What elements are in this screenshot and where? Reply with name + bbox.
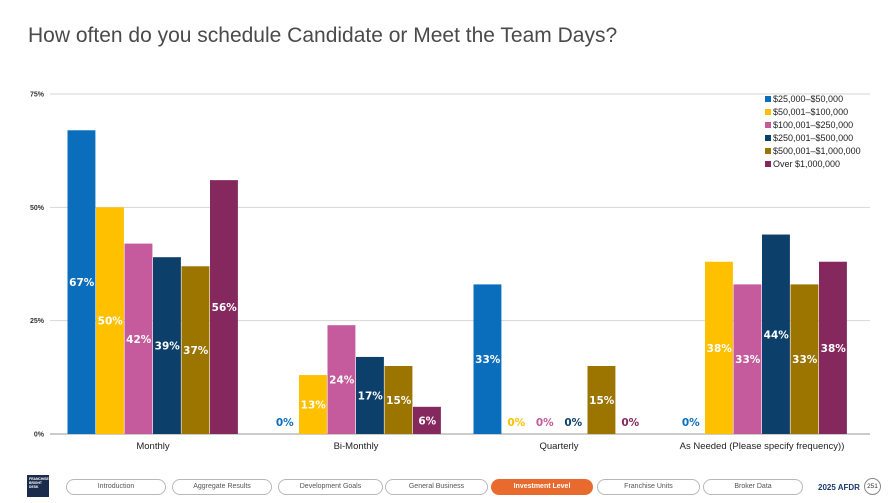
- category-label: Monthly: [136, 441, 170, 452]
- bar: [384, 366, 413, 434]
- bar: [124, 243, 153, 434]
- nav-tab-aggregate-results[interactable]: Aggregate Results: [172, 479, 272, 495]
- data-label: 56%: [212, 302, 238, 314]
- bar: [67, 130, 96, 434]
- data-label: 38%: [707, 343, 733, 355]
- nav-tab-broker-data[interactable]: Broker Data: [703, 479, 803, 495]
- legend-entry: Over $1,000,000: [773, 159, 840, 169]
- bar: [210, 180, 238, 434]
- legend-entry: $250,001–$500,000: [773, 133, 853, 143]
- bar: [819, 261, 847, 434]
- axes: 75% 50% 25% 0% Monthly Bi-Monthly Quarterly As …: [30, 92, 844, 453]
- legend-entry: $25,000–$50,000: [773, 94, 843, 104]
- data-label: 0%: [507, 417, 525, 429]
- legend-swatch: [765, 161, 771, 167]
- data-label: 0%: [682, 417, 700, 429]
- y-tick-label: 25%: [30, 318, 45, 325]
- category-label: Quarterly: [539, 441, 578, 452]
- bar: [473, 284, 502, 434]
- y-tick-label: 75%: [30, 92, 45, 99]
- data-label: 44%: [764, 329, 790, 341]
- data-label: 50%: [98, 316, 124, 328]
- legend: $25,000–$50,000 $50,001–$100,000 $100,001–…: [765, 94, 861, 169]
- data-label: 0%: [536, 417, 554, 429]
- legend-entry: $100,001–$250,000: [773, 120, 853, 130]
- data-label: 38%: [821, 343, 847, 355]
- nav-tab-franchise-units[interactable]: Franchise Units: [597, 479, 700, 495]
- bar: [733, 284, 762, 434]
- data-labels: 67% 0% 33% 0% 50% 13% 0% 38% 42% 24% 0% 33% 39% 17% 0%…: [69, 277, 846, 429]
- report-label: 2025 AFDR: [818, 483, 860, 492]
- nav-tab-development-goals[interactable]: Development Goals: [278, 479, 383, 495]
- legend-swatch: [765, 135, 771, 141]
- data-label: 67%: [69, 277, 95, 289]
- bar: [587, 366, 616, 434]
- bar: [790, 284, 819, 434]
- data-label: 13%: [301, 400, 327, 412]
- bar: [762, 234, 790, 434]
- nav-tab-investment-level[interactable]: Investment Level: [491, 479, 593, 495]
- nav-tab-introduction[interactable]: Introduction: [66, 479, 166, 495]
- brand-logo: FRANCHISE BRIGHT DESK: [27, 475, 49, 497]
- bar: [153, 257, 181, 434]
- data-label: 42%: [126, 334, 152, 346]
- nav-tab-general-business[interactable]: General Business: [385, 479, 488, 495]
- bar: [705, 261, 733, 434]
- bars: [67, 130, 847, 434]
- legend-swatch: [765, 122, 771, 128]
- bar: [413, 406, 441, 434]
- data-label: 0%: [621, 417, 639, 429]
- category-label: Bi-Monthly: [334, 441, 379, 452]
- legend-entry: $500,001–$1,000,000: [773, 146, 861, 156]
- page-number: 251: [864, 478, 881, 495]
- bar: [96, 207, 124, 434]
- data-label: 37%: [183, 345, 209, 357]
- bar: [181, 266, 210, 434]
- category-label: As Needed (Please specify frequency)): [680, 441, 845, 452]
- data-label: 24%: [329, 375, 355, 387]
- y-tick-label: 50%: [30, 205, 45, 212]
- y-tick-label: 0%: [34, 432, 45, 439]
- legend-entry: $50,001–$100,000: [773, 107, 848, 117]
- data-label: 33%: [792, 354, 818, 366]
- bar: [299, 375, 327, 434]
- data-label: 33%: [735, 354, 761, 366]
- data-label: 39%: [155, 341, 181, 353]
- data-label: 0%: [276, 417, 294, 429]
- page-title: How often do you schedule Candidate or M…: [28, 24, 618, 47]
- legend-swatch: [765, 148, 771, 154]
- bar-chart: 67% 0% 33% 0% 50% 13% 0% 38% 42% 24% 0% 33% 39% 17% 0%…: [30, 92, 870, 453]
- data-label: 6%: [418, 415, 436, 427]
- data-label: 17%: [358, 390, 384, 402]
- legend-swatch: [765, 96, 771, 102]
- bar: [356, 356, 384, 434]
- data-label: 0%: [564, 417, 582, 429]
- data-label: 15%: [386, 395, 412, 407]
- legend-swatch: [765, 109, 771, 115]
- data-label: 15%: [589, 395, 615, 407]
- data-label: 33%: [475, 354, 501, 366]
- bar: [327, 325, 356, 434]
